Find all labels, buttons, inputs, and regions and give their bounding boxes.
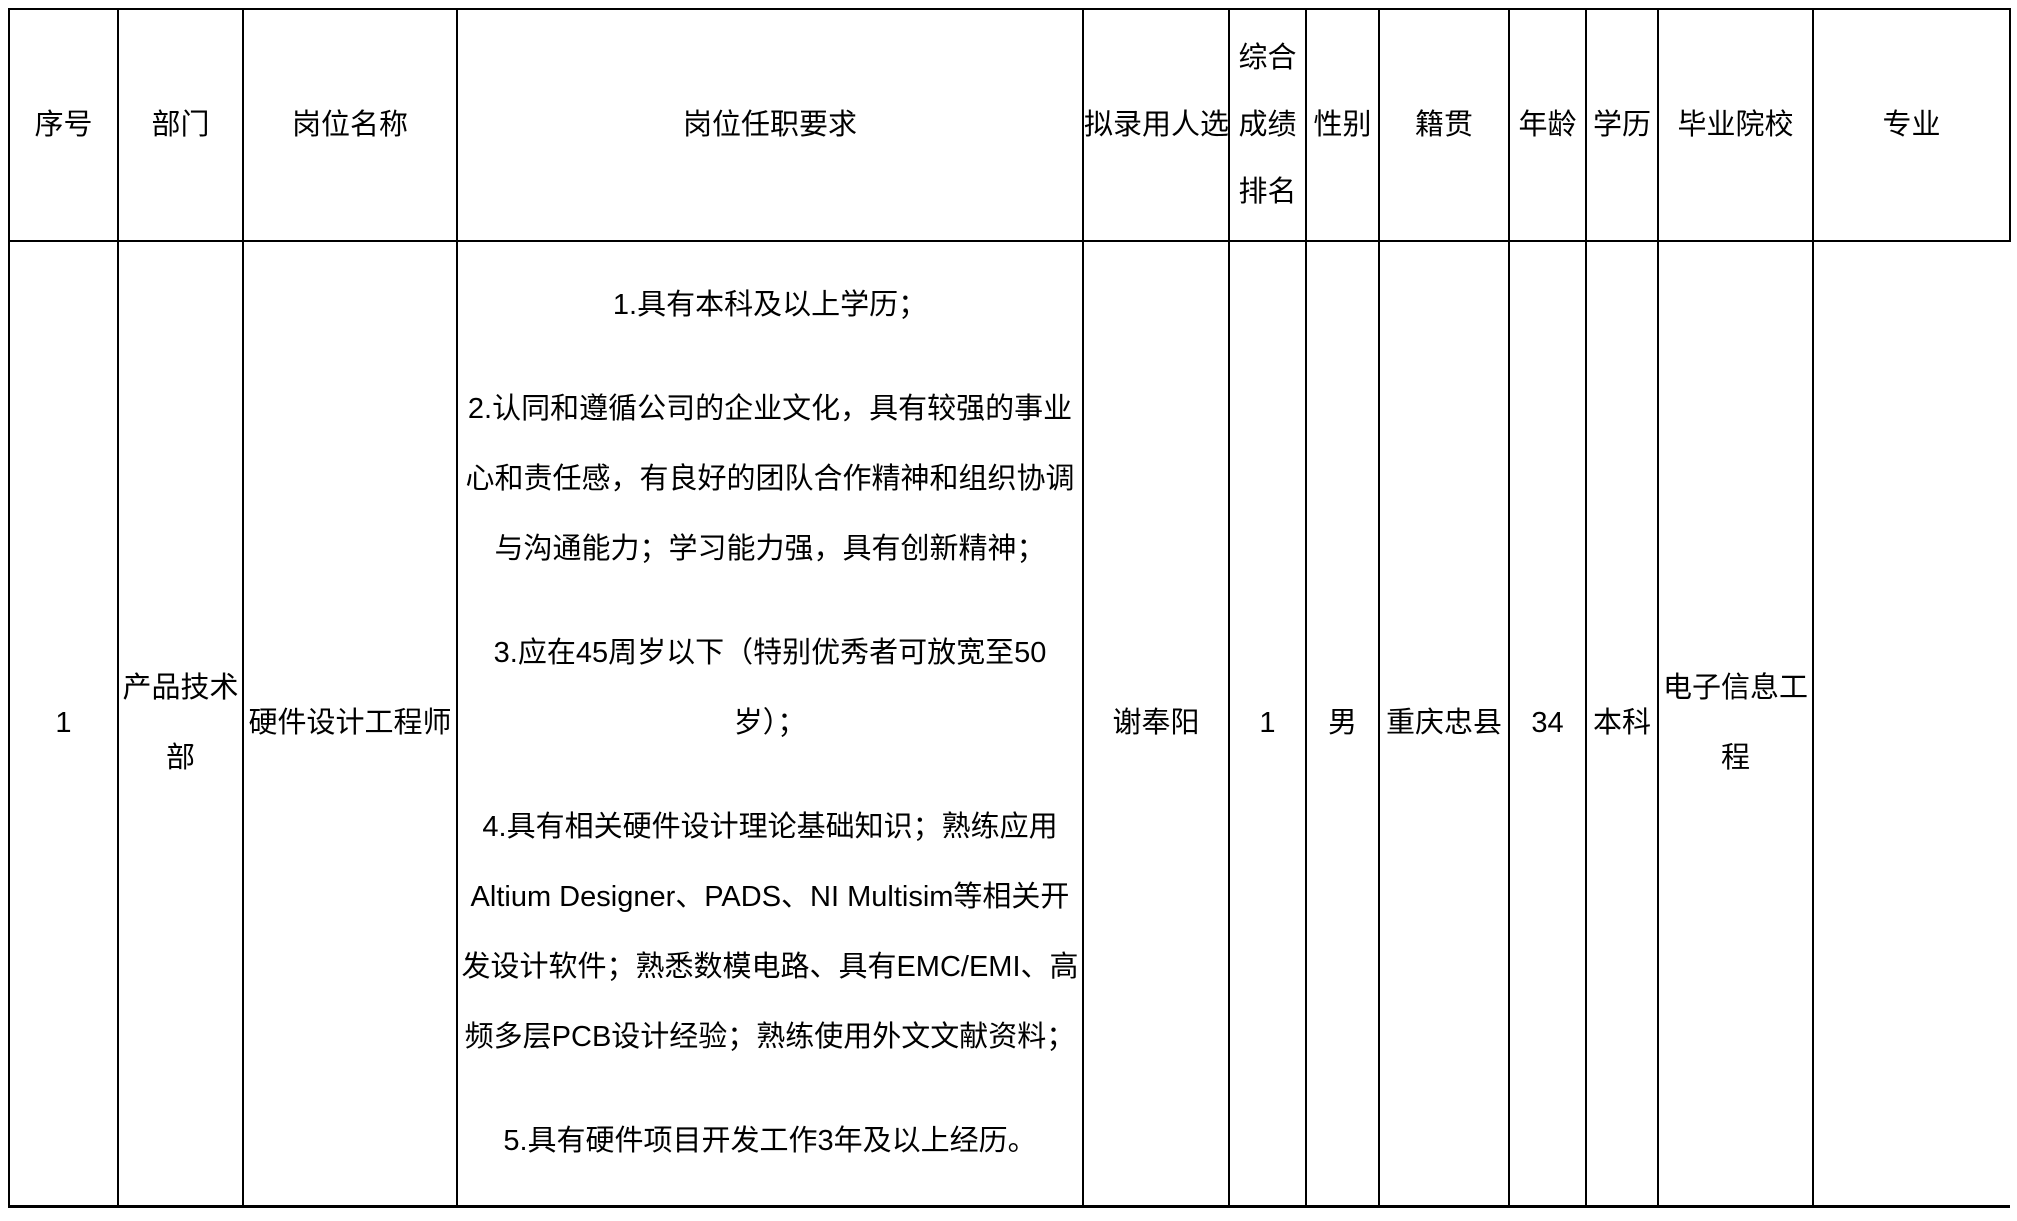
col-header-hometown: 籍贯 — [1378, 8, 1510, 242]
col-header-gender: 性别 — [1305, 8, 1380, 242]
cell-department: 产品技术部 — [117, 240, 244, 1207]
col-header-age: 年龄 — [1508, 8, 1587, 242]
col-header-index: 序号 — [8, 8, 119, 242]
cell-rank: 1 — [1228, 240, 1307, 1207]
requirement-item: 4.具有相关硬件设计理论基础知识；熟练应用Altium Designer、PAD… — [461, 811, 1079, 1054]
cell-hometown: 重庆忠县 — [1378, 240, 1510, 1207]
table-header-row: 序号 部门 岗位名称 岗位任职要求 拟录用人选 综合成绩排名 性别 籍贯 年龄 … — [8, 8, 2011, 242]
requirement-item: 3.应在45周岁以下（特别优秀者可放宽至50岁）； — [493, 637, 1047, 740]
col-header-department: 部门 — [117, 8, 244, 242]
requirement-item: 2.认同和遵循公司的企业文化，具有较强的事业心和责任感，有良好的团队合作精神和组… — [465, 393, 1075, 566]
col-header-education: 学历 — [1585, 8, 1659, 242]
col-header-rank: 综合成绩排名 — [1228, 8, 1307, 242]
cell-requirements: 1.具有本科及以上学历； 2.认同和遵循公司的企业文化，具有较强的事业心和责任感… — [456, 240, 1084, 1207]
cell-candidate: 谢奉阳 — [1082, 240, 1230, 1207]
cell-gender: 男 — [1305, 240, 1380, 1207]
cell-index: 1 — [8, 240, 119, 1207]
cell-education: 本科 — [1585, 240, 1659, 1207]
col-header-requirements: 岗位任职要求 — [456, 8, 1084, 242]
requirement-item: 1.具有本科及以上学历； — [612, 289, 928, 322]
col-header-school: 毕业院校 — [1657, 8, 1814, 242]
col-header-position: 岗位名称 — [242, 8, 458, 242]
cell-age: 34 — [1508, 240, 1587, 1207]
cell-position: 硬件设计工程师 — [242, 240, 458, 1207]
requirement-item: 5.具有硬件项目开发工作3年及以上经历。 — [503, 1125, 1037, 1158]
cell-major: 电子信息工程 — [1657, 240, 1814, 1207]
table-row: 1 产品技术部 硬件设计工程师 1.具有本科及以上学历； 2.认同和遵循公司的企… — [8, 240, 2010, 1207]
col-header-candidate: 拟录用人选 — [1082, 8, 1230, 242]
recruitment-result-table: 序号 部门 岗位名称 岗位任职要求 拟录用人选 综合成绩排名 性别 籍贯 年龄 … — [8, 8, 2011, 1208]
col-header-major: 专业 — [1812, 8, 2011, 242]
